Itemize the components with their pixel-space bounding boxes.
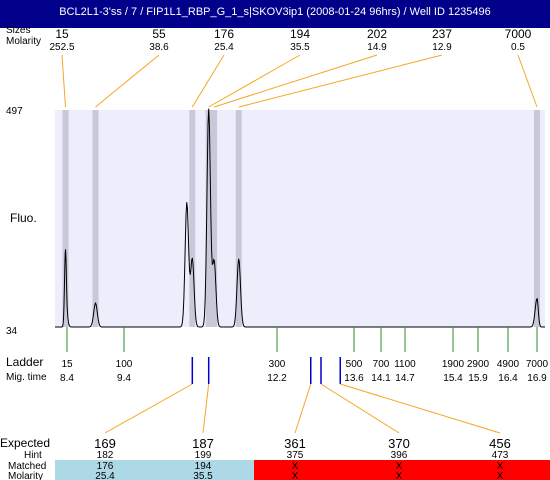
peak-molarity-label: 25.4 [214,42,234,53]
peak-band [534,110,540,327]
peak-molarity-label: 35.5 [290,42,310,53]
molarity-value: X [396,471,403,480]
ladder-time-label: 14.7 [395,373,415,384]
matched-value: 176 [97,461,114,472]
peak-size-label: 194 [290,27,310,41]
hint-label: Hint [24,450,42,461]
peak-connector [61,54,66,108]
expected-value: 456 [489,436,511,451]
mig-time-label: Mig. time [6,372,47,383]
ladder-size-label: 100 [116,359,133,370]
ladder-size-label: 2900 [467,359,490,370]
unmatched-band [254,460,550,480]
y-axis-label: Fluo. [10,211,37,225]
ladder-time-label: 8.4 [60,373,74,384]
ladder-time-label: 16.9 [527,373,547,384]
peak-size-label: 176 [214,27,234,41]
peak-size-label: 7000 [505,27,532,41]
expected-connector [320,383,400,434]
matched-value: X [292,461,299,472]
peak-molarity-label: 0.5 [511,42,525,53]
molarity-value: 35.5 [193,471,213,480]
expected-value: 169 [94,436,116,451]
peak-molarity-label: 12.9 [432,42,452,53]
matched-value: X [497,461,504,472]
peak-connector [517,54,538,108]
peak-band [189,110,196,327]
peak-band [62,110,69,327]
window-title: BCL2L1-3'ss / 7 / FIP1L1_RBP_G_1_s|SKOV3… [59,6,491,18]
peak-molarity-label: 38.6 [149,42,169,53]
ladder-time-label: 9.4 [117,373,131,384]
title-bar: BCL2L1-3'ss / 7 / FIP1L1_RBP_G_1_s|SKOV3… [0,0,550,28]
ladder-size-label: 700 [373,359,390,370]
molarity-value: X [497,471,504,480]
ladder-size-label: 500 [346,359,363,370]
ladder-time-label: 15.4 [443,373,463,384]
peak-connector [238,54,443,108]
ladder-time-label: 16.4 [498,373,518,384]
expected-connector [202,383,210,434]
molarity-bottom-label: Molarity [8,471,43,480]
peak-band [235,110,242,327]
matched-label: Matched [8,461,46,472]
expected-value: 361 [284,436,306,451]
sizes-label: Sizes [6,25,30,36]
ladder-time-label: 12.2 [267,373,287,384]
expected-value: 370 [388,436,410,451]
y-tick-max: 497 [6,106,23,117]
hint-value: 375 [287,450,304,461]
ladder-size-label: 15 [61,359,73,370]
molarity-label: Molarity [6,36,41,47]
peak-band [205,110,212,327]
peak-connector [191,54,225,108]
expected-connector [340,383,501,434]
ladder-time-label: 14.1 [371,373,391,384]
plot-area [55,110,545,327]
expected-label: Expected [0,436,50,450]
ladder-size-label: 1100 [394,359,416,370]
peak-molarity-label: 14.9 [367,42,387,53]
expected-value: 187 [192,436,214,451]
expected-connector [294,383,312,434]
hint-value: 396 [391,450,408,461]
peak-size-label: 237 [432,27,452,41]
ladder-time-label: 13.6 [344,373,364,384]
peak-connector [208,54,301,108]
ladder-time-label: 15.9 [468,373,488,384]
peak-band [211,110,218,327]
ladder-size-label: 300 [269,359,286,370]
matched-value: X [396,461,403,472]
hint-value: 473 [492,450,509,461]
molarity-value: 25.4 [95,471,115,480]
molarity-value: X [292,471,299,480]
ladder-size-label: 7000 [526,359,549,370]
hint-value: 199 [195,450,212,461]
matched-value: 194 [195,461,212,472]
fluorescence-trace [55,108,545,328]
hint-value: 182 [97,450,114,461]
peak-band [92,110,99,327]
expected-connector [104,383,193,434]
peak-size-label: 15 [55,27,69,41]
peak-size-label: 55 [152,27,166,41]
peak-connector [95,54,160,108]
ladder-size-label: 4900 [497,359,520,370]
peak-size-label: 202 [367,27,387,41]
peak-connector [214,54,378,108]
y-tick-min: 34 [6,326,18,337]
peak-molarity-label: 252.5 [49,42,74,53]
ladder-label: Ladder [6,355,43,369]
matched-band [55,460,254,480]
ladder-size-label: 1900 [442,359,465,370]
